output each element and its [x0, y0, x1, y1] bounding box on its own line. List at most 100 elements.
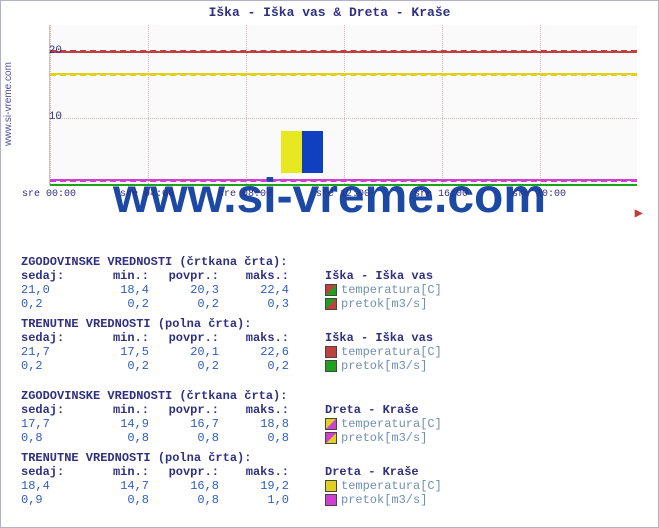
ytick-label: 10	[22, 111, 62, 123]
table-cell: 16,7	[161, 417, 231, 431]
legend-title: Iška - Iška vas	[325, 269, 442, 283]
legend-label: pretok[m3/s]	[341, 431, 427, 445]
table-cell: 18,4	[21, 479, 91, 493]
site-label: www.si-vreme.com	[3, 62, 14, 146]
table-cell: 16,8	[161, 479, 231, 493]
xtick-label: sre 16:00	[414, 189, 468, 200]
table-cell: 21,7	[21, 345, 91, 359]
legend-swatch-icon	[325, 418, 337, 430]
table-cell: 0,2	[161, 297, 231, 311]
col-header: maks.:	[231, 269, 301, 283]
xtick-label: sre 04:00	[120, 189, 174, 200]
table-cell: 22,4	[231, 283, 301, 297]
table-cell: 0,8	[161, 493, 231, 507]
section-header: TRENUTNE VREDNOSTI (polna črta):	[21, 317, 648, 331]
table-cell: 0,8	[21, 431, 91, 445]
legend-label: pretok[m3/s]	[341, 297, 427, 311]
legend-item: temperatura[C]	[325, 283, 442, 297]
table-row: 21,717,520,122,6	[21, 345, 301, 359]
x-axis-arrow-icon: ▶	[635, 205, 643, 222]
series-line	[50, 184, 637, 186]
col-header: maks.:	[231, 331, 301, 345]
table-row: 0,90,80,81,0	[21, 493, 301, 507]
table-cell: 14,9	[91, 417, 161, 431]
table-cell: 0,8	[91, 493, 161, 507]
table-cell: 0,9	[21, 493, 91, 507]
legend-item: pretok[m3/s]	[325, 431, 442, 445]
table-cell: 1,0	[231, 493, 301, 507]
table-cell: 0,8	[161, 431, 231, 445]
legend-swatch-icon	[325, 346, 337, 358]
legend-title: Dreta - Kraše	[325, 403, 442, 417]
xtick-label: sre 20:00	[512, 189, 566, 200]
section-body: sedaj:min.:povpr.:maks.:21,018,420,322,4…	[21, 269, 648, 311]
legend-label: pretok[m3/s]	[341, 493, 427, 507]
series-line	[50, 51, 637, 53]
table-cell: 14,7	[91, 479, 161, 493]
table-cell: 0,2	[21, 359, 91, 373]
table-cell: 17,7	[21, 417, 91, 431]
legend-label: temperatura[C]	[341, 417, 442, 431]
section-body: sedaj:min.:povpr.:maks.:17,714,916,718,8…	[21, 403, 648, 445]
legend-swatch-icon	[325, 432, 337, 444]
data-tables: ZGODOVINSKE VREDNOSTI (črtkana črta):sed…	[21, 249, 648, 507]
legend-item: pretok[m3/s]	[325, 359, 442, 373]
table-cell: 0,2	[231, 359, 301, 373]
col-header: povpr.:	[161, 403, 231, 417]
col-header: sedaj:	[21, 465, 91, 479]
table-cell: 0,2	[21, 297, 91, 311]
table-row: 0,80,80,80,8	[21, 431, 301, 445]
table-row: 21,018,420,322,4	[21, 283, 301, 297]
section-body: sedaj:min.:povpr.:maks.:21,717,520,122,6…	[21, 331, 648, 373]
table-cell: 0,8	[91, 431, 161, 445]
section-body: sedaj:min.:povpr.:maks.:18,414,716,819,2…	[21, 465, 648, 507]
xtick-label: sre 08:00	[218, 189, 272, 200]
legend-item: temperatura[C]	[325, 417, 442, 431]
legend-swatch-icon	[325, 480, 337, 492]
table-cell: 18,8	[231, 417, 301, 431]
table-cell: 21,0	[21, 283, 91, 297]
col-header: sedaj:	[21, 331, 91, 345]
xtick-label: sre 12:00	[316, 189, 370, 200]
section-header: ZGODOVINSKE VREDNOSTI (črtkana črta):	[21, 255, 648, 269]
col-header: sedaj:	[21, 269, 91, 283]
legend-label: temperatura[C]	[341, 479, 442, 493]
legend-item: pretok[m3/s]	[325, 493, 442, 507]
table-row: 0,20,20,20,2	[21, 359, 301, 373]
legend-swatch-icon	[325, 284, 337, 296]
legend-item: pretok[m3/s]	[325, 297, 442, 311]
chart-plot: ▶	[49, 25, 637, 185]
legend-title: Dreta - Kraše	[325, 465, 442, 479]
table-row: 17,714,916,718,8	[21, 417, 301, 431]
legend-label: temperatura[C]	[341, 345, 442, 359]
legend-label: temperatura[C]	[341, 283, 442, 297]
col-header: maks.:	[231, 403, 301, 417]
section-header: ZGODOVINSKE VREDNOSTI (črtkana črta):	[21, 389, 648, 403]
watermark-logo-icon	[281, 131, 323, 173]
section-header: TRENUTNE VREDNOSTI (polna črta):	[21, 451, 648, 465]
col-header: povpr.:	[161, 331, 231, 345]
table-cell: 17,5	[91, 345, 161, 359]
legend-title: Iška - Iška vas	[325, 331, 442, 345]
col-header: min.:	[91, 331, 161, 345]
table-row: 18,414,716,819,2	[21, 479, 301, 493]
legend-item: temperatura[C]	[325, 345, 442, 359]
legend-swatch-icon	[325, 494, 337, 506]
col-header: min.:	[91, 269, 161, 283]
legend-item: temperatura[C]	[325, 479, 442, 493]
table-cell: 0,2	[91, 297, 161, 311]
chart-title: Iška - Iška vas & Dreta - Kraše	[1, 5, 658, 20]
legend-label: pretok[m3/s]	[341, 359, 427, 373]
table-cell: 0,8	[231, 431, 301, 445]
col-header: povpr.:	[161, 269, 231, 283]
table-cell: 0,3	[231, 297, 301, 311]
legend-swatch-icon	[325, 298, 337, 310]
series-line	[50, 179, 637, 181]
table-cell: 19,2	[231, 479, 301, 493]
table-cell: 0,2	[161, 359, 231, 373]
col-header: min.:	[91, 403, 161, 417]
col-header: povpr.:	[161, 465, 231, 479]
legend-swatch-icon	[325, 360, 337, 372]
ytick-label: 20	[22, 45, 62, 57]
table-cell: 22,6	[231, 345, 301, 359]
